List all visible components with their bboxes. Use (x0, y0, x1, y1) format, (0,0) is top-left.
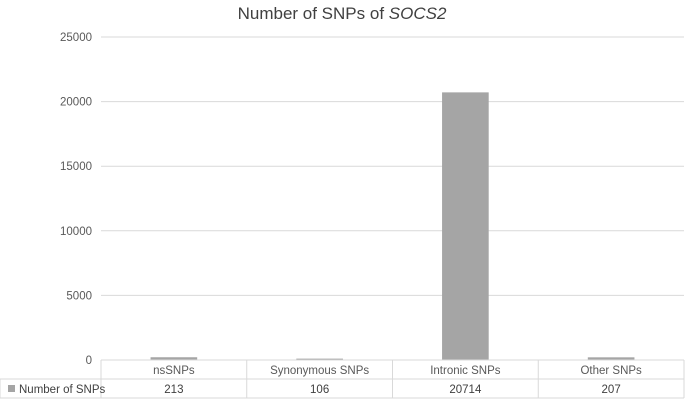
category-label-4: Other SNPs (580, 365, 642, 377)
category-label-2: Synonymous SNPs (270, 365, 369, 377)
legend-series-name: Number of SNPs (19, 384, 106, 396)
bars (150, 92, 635, 360)
y-axis-tick-labels: 0 5000 10000 15000 20000 25000 (60, 32, 92, 367)
y-tick-label-15000: 15000 (60, 161, 92, 173)
y-tick-label-20000: 20000 (60, 97, 92, 109)
chart-title: Number of SNPs of SOCS2 (238, 4, 447, 23)
y-tick-label-25000: 25000 (60, 32, 92, 44)
bar-1 (150, 357, 198, 360)
chart-title-main: Number of SNPs of (238, 4, 389, 23)
bar-2 (296, 358, 343, 360)
bar-3 (442, 92, 489, 360)
legend-key (8, 385, 15, 392)
bar-4 (587, 357, 635, 360)
y-tick-label-10000: 10000 (60, 226, 92, 238)
gridlines (101, 36, 684, 296)
table-value-2: 106 (310, 384, 329, 396)
data-table: nsSNPs 213 Synonymous SNPs 106 Intronic SNPs… (0, 359, 685, 399)
y-tick-label-5000: 5000 (66, 290, 92, 302)
category-label-3: Intronic SNPs (430, 365, 501, 377)
table-value-3: 20714 (449, 384, 482, 396)
y-tick-label-0: 0 (86, 355, 92, 367)
table-value-4: 207 (602, 384, 621, 396)
chart-title-gene: SOCS2 (389, 4, 447, 23)
table-value-1: 213 (164, 384, 183, 396)
category-label-1: nsSNPs (153, 365, 195, 377)
